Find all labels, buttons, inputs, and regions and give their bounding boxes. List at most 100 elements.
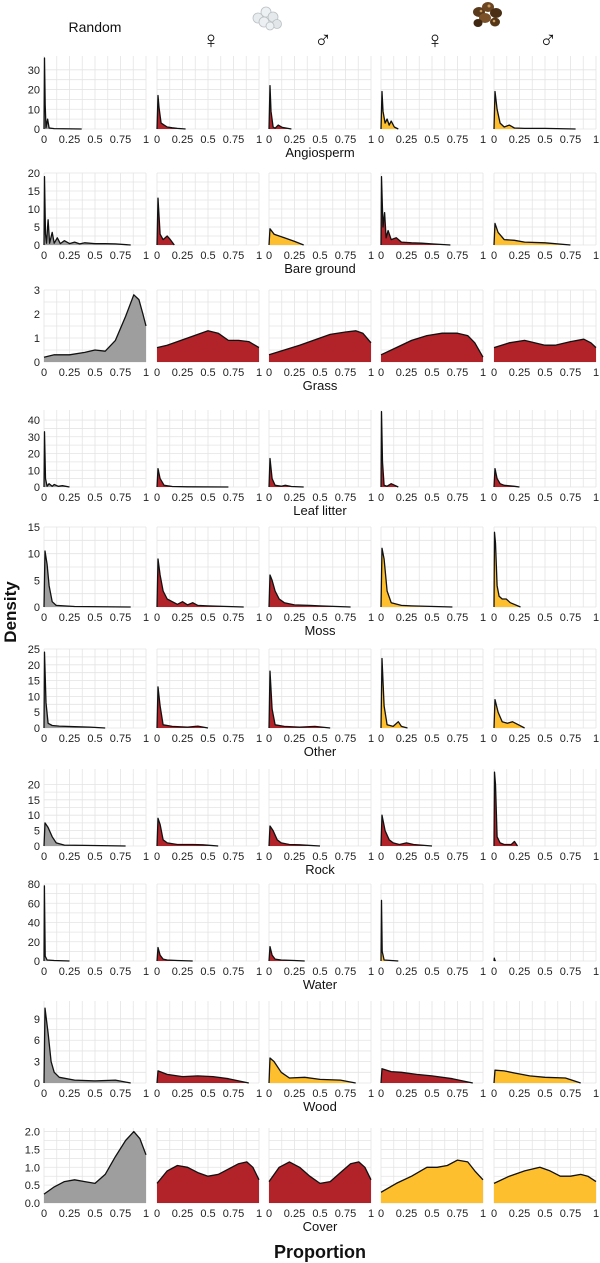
y-axis-label: Density [1, 581, 20, 643]
density-line [493, 1069, 581, 1084]
x-tick-label: 0 [378, 134, 384, 146]
x-tick-label: 0.75 [447, 250, 468, 262]
panel: 0 0.25 0.5 0.75 1 [41, 526, 149, 624]
x-tick-label: 0 [41, 733, 47, 745]
x-tick-label: 0.5 [537, 250, 552, 262]
x-tick-label: 0 [266, 367, 272, 379]
density-area [494, 468, 520, 487]
x-tick-label: 0.75 [447, 492, 468, 504]
x-tick-label: 1 [256, 1088, 262, 1100]
x-tick-label: 0.25 [284, 1088, 305, 1100]
x-tick-label: 1 [480, 1088, 486, 1100]
x-tick-label: 0 [266, 733, 272, 745]
x-tick-label: 0.5 [312, 1208, 327, 1220]
density-line [43, 550, 131, 608]
y-tick-label: 0 [34, 124, 40, 136]
panel: 0 0.25 0.5 0.75 1 [266, 410, 374, 504]
x-tick-label: 0.5 [200, 492, 215, 504]
panel: 0 0.25 0.5 0.75 1 [378, 769, 486, 863]
x-tick-label: 0.25 [509, 1208, 530, 1220]
x-tick-label: 0.25 [509, 250, 530, 262]
density-line [156, 1070, 249, 1084]
density-line [268, 1161, 372, 1185]
x-tick-label: 1 [368, 250, 374, 262]
y-tick-label: 0 [34, 482, 40, 494]
x-tick-label: 0.75 [335, 492, 356, 504]
x-tick-label: 0 [266, 612, 272, 624]
density-line [43, 1007, 131, 1084]
panel: 0 0.25 0.5 0.75 1 [41, 1128, 149, 1220]
x-tick-label: 0.25 [59, 492, 80, 504]
panel: 0 0.25 0.5 0.75 1 [41, 56, 149, 146]
density-area [157, 468, 229, 487]
x-tick-label: 0.5 [200, 1088, 215, 1100]
x-tick-label: 1 [368, 612, 374, 624]
density-line [268, 825, 321, 847]
panel: 0 0.25 0.5 0.75 1 [41, 883, 149, 978]
density-line [156, 817, 219, 847]
x-tick-label: 1 [593, 612, 599, 624]
x-tick-label: 0 [266, 134, 272, 146]
x-tick-label: 0.25 [59, 134, 80, 146]
density-line [380, 1159, 484, 1193]
x-tick-label: 0.25 [509, 966, 530, 978]
panel: 0 0.25 0.5 0.75 1 [266, 56, 374, 146]
x-tick-label: 1 [480, 612, 486, 624]
y-tick-label: 0 [34, 602, 40, 614]
y-tick-label: 60 [28, 898, 40, 910]
x-tick-label: 0.25 [284, 733, 305, 745]
x-tick-label: 0.75 [560, 134, 581, 146]
x-tick-label: 0.25 [396, 851, 417, 863]
density-line [156, 686, 209, 729]
x-tick-label: 0.5 [87, 612, 102, 624]
y-tick-label: 0.5 [25, 1180, 40, 1192]
x-axis-label: Proportion [274, 1242, 366, 1262]
x-tick-label: 1 [593, 1208, 599, 1220]
column-header-5: ♂ [539, 27, 557, 54]
y-tick-label: 20 [28, 168, 40, 180]
density-line [380, 1068, 473, 1084]
x-tick-label: 1 [368, 1088, 374, 1100]
x-tick-label: 0.25 [284, 1208, 305, 1220]
x-tick-label: 0.75 [223, 1088, 244, 1100]
y-tick-label: 5 [34, 222, 40, 234]
density-area [157, 1161, 259, 1203]
x-tick-label: 0.25 [396, 367, 417, 379]
x-tick-label: 0.25 [284, 250, 305, 262]
x-tick-label: 0.25 [59, 1208, 80, 1220]
x-tick-label: 0.25 [396, 1208, 417, 1220]
y-tick-label: 5 [34, 575, 40, 587]
panel: 0 0.25 0.5 0.75 1 [266, 289, 374, 379]
x-tick-label: 0.25 [509, 367, 530, 379]
panel: 0 0.25 0.5 0.75 1 [41, 1001, 149, 1100]
y-tick-label: 2 [34, 309, 40, 321]
x-tick-label: 0.5 [312, 134, 327, 146]
panel: 0 0.25 0.5 0.75 1 [41, 289, 149, 379]
y-tick-label: 2.0 [25, 1127, 40, 1139]
facet-label: Cover [303, 1219, 338, 1234]
x-tick-label: 0.75 [560, 966, 581, 978]
density-area [269, 575, 351, 607]
x-tick-label: 0 [41, 851, 47, 863]
x-tick-label: 1 [256, 612, 262, 624]
x-tick-label: 0 [154, 492, 160, 504]
panel: 0 0.25 0.5 0.75 1 [378, 883, 486, 978]
x-tick-label: 0.5 [424, 851, 439, 863]
density-area [269, 85, 292, 129]
panel: 0 0.25 0.5 0.75 1 [378, 1001, 486, 1100]
x-tick-label: 1 [256, 966, 262, 978]
x-tick-label: 0 [154, 1088, 160, 1100]
x-tick-label: 0 [154, 612, 160, 624]
density-line [493, 531, 521, 608]
x-tick-label: 0.75 [223, 733, 244, 745]
x-tick-label: 0.25 [509, 851, 530, 863]
x-tick-label: 0.25 [59, 966, 80, 978]
x-tick-label: 0.5 [537, 1088, 552, 1100]
x-tick-label: 0 [378, 250, 384, 262]
x-tick-label: 0.75 [223, 492, 244, 504]
header-icons [252, 2, 502, 31]
